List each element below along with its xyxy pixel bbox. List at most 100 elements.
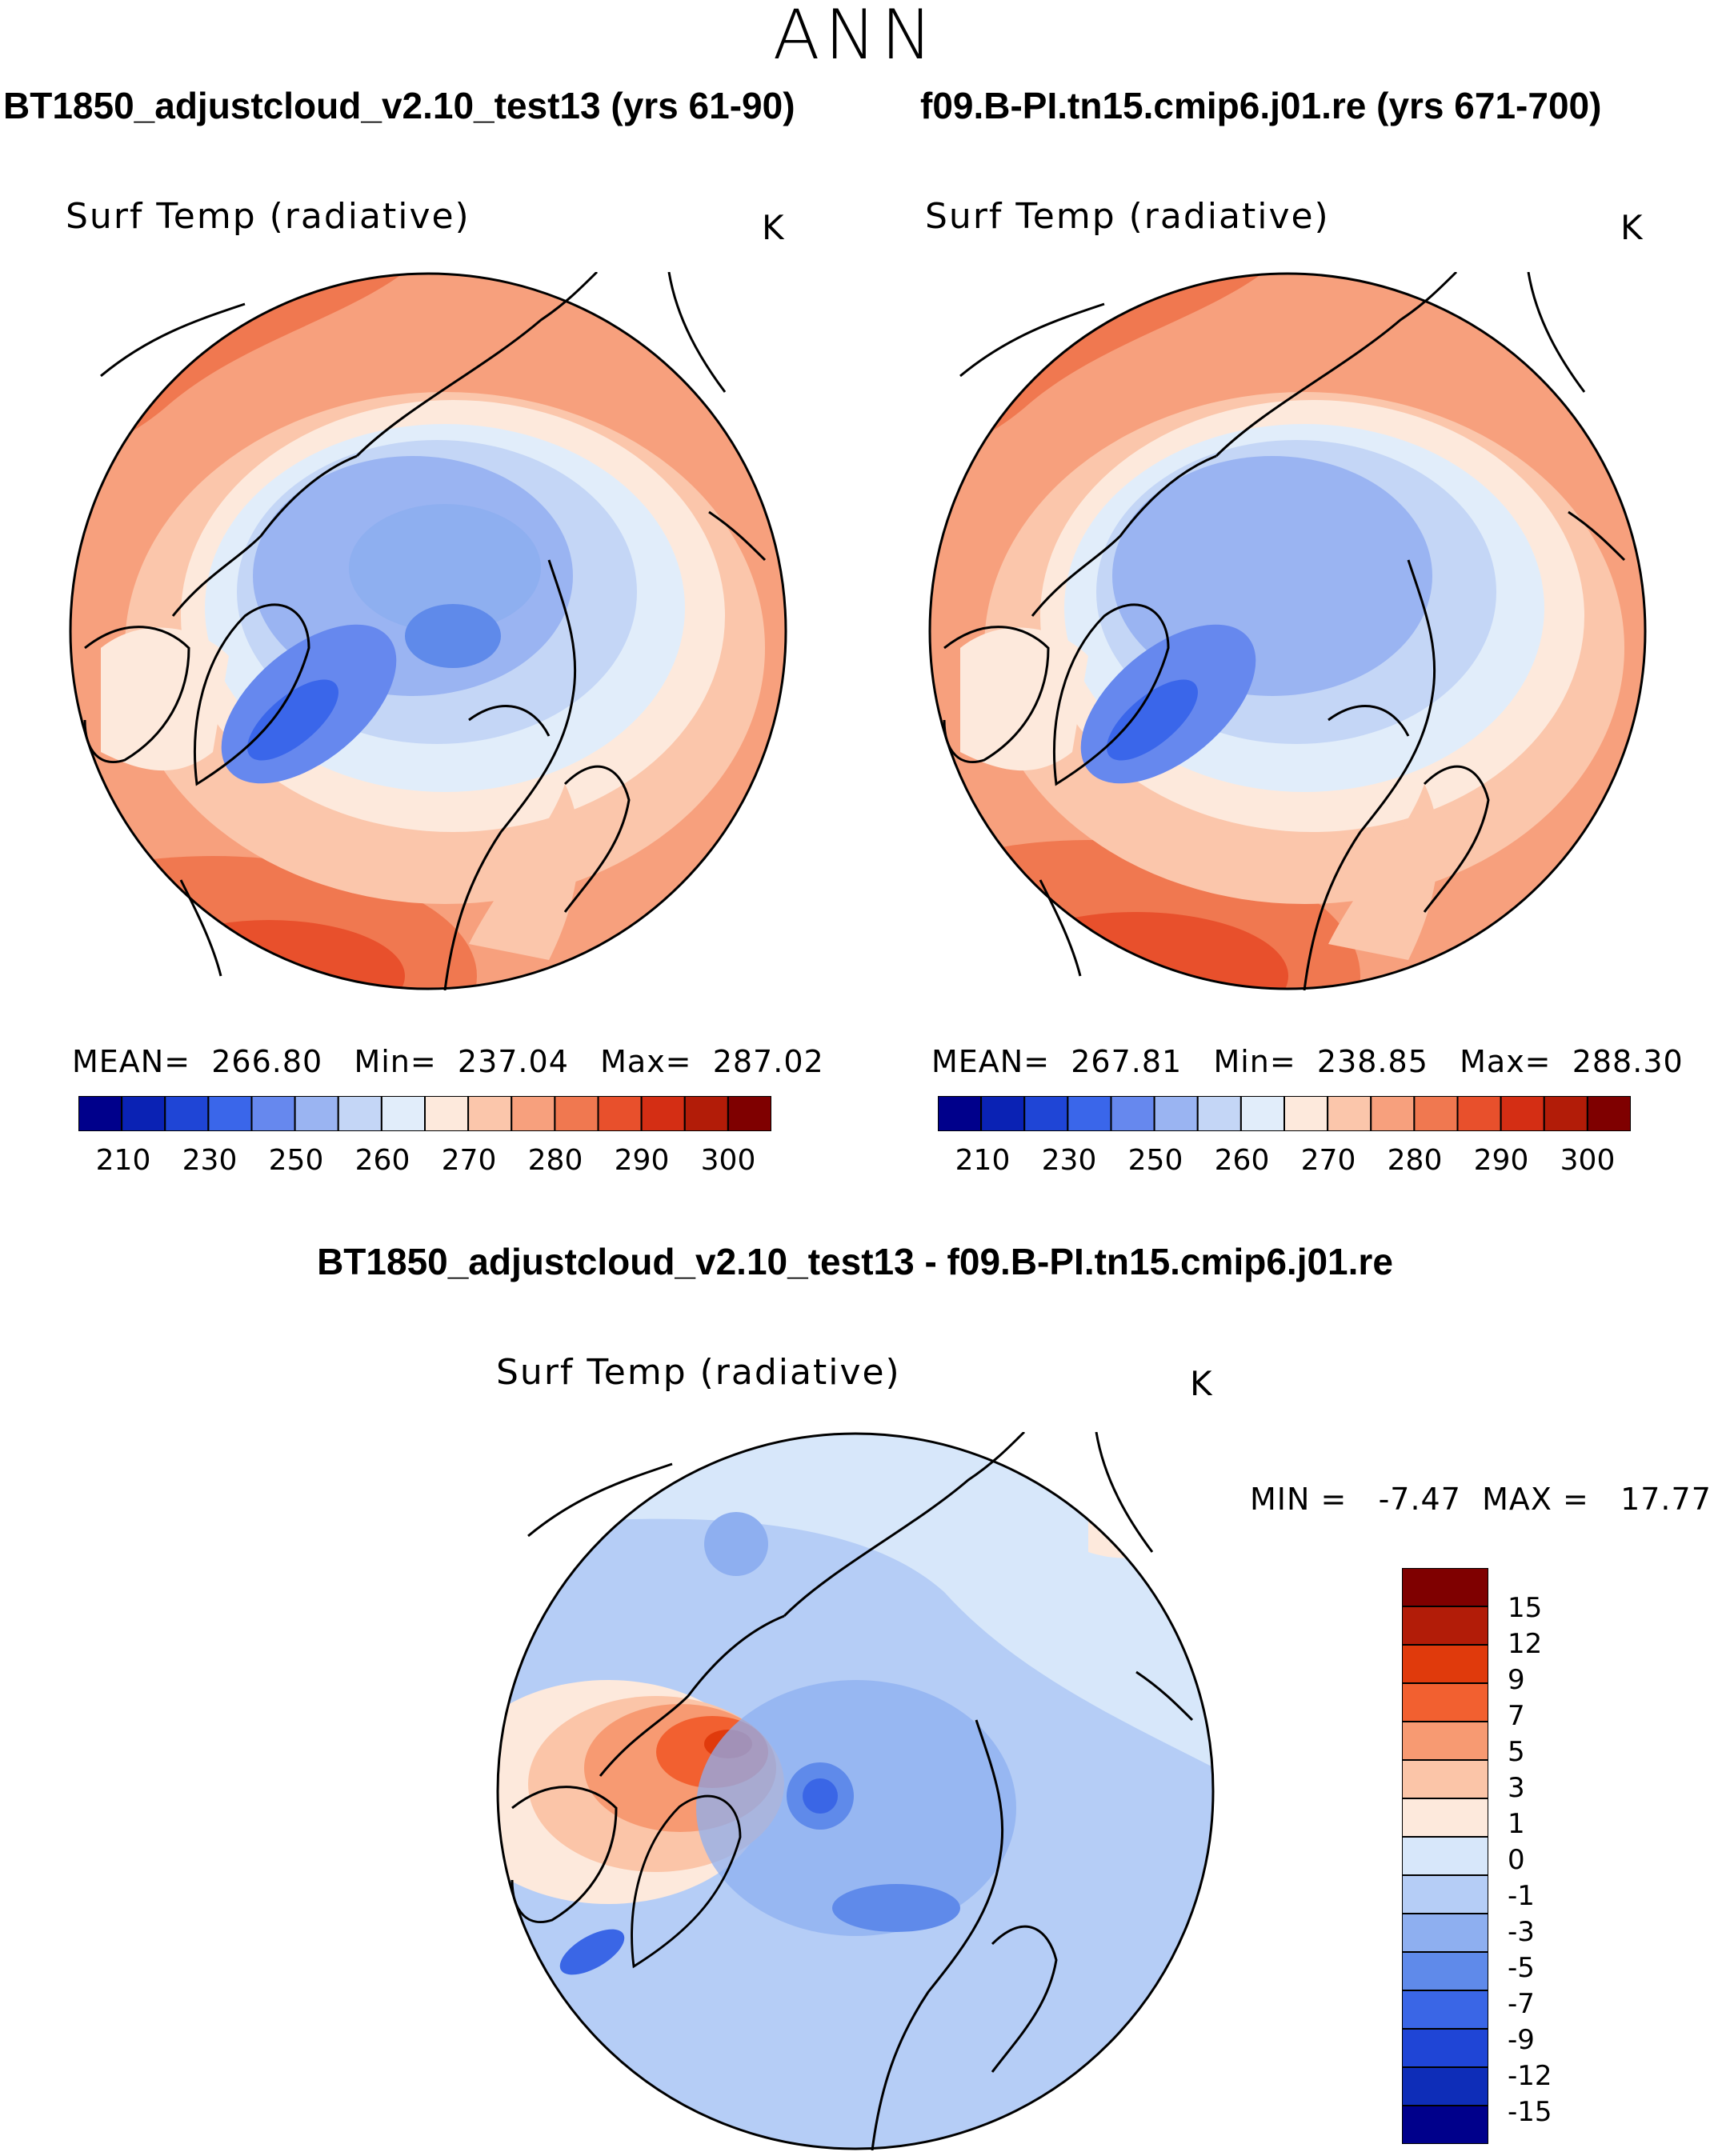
colorbar-diff-tick: -3 [1508,1916,1535,1948]
colorbar-diff-tick: 0 [1508,1844,1525,1876]
colorbar-swatch [1401,1836,1489,1876]
colorbar-left [78,1095,772,1132]
stats-right: MEAN= 267.81 Min= 238.85 Max= 288.30 [931,1044,1684,1079]
min-value-left: 237.04 [457,1044,569,1079]
colorbar-swatch [1401,1990,1489,2030]
mean-value-right: 267.81 [1071,1044,1183,1079]
colorbar-swatch [250,1095,296,1132]
diff-min-value: -7.47 [1378,1482,1461,1517]
colorbar-left-tick: 270 [441,1144,497,1177]
colorbar-swatch [121,1095,166,1132]
colorbar-swatch [1110,1095,1155,1132]
max-value-right: 288.30 [1572,1044,1684,1079]
max-label-right: Max= [1460,1044,1552,1079]
colorbar-swatch [337,1095,382,1132]
min-label-left: Min= [354,1044,437,1079]
colorbar-swatch [554,1095,599,1132]
colorbar-left-tick: 260 [354,1144,410,1177]
colorbar-swatch [1401,1644,1489,1684]
mean-label-right: MEAN= [931,1044,1051,1079]
colorbar-right-swatches [937,1095,1632,1132]
mean-label-left: MEAN= [72,1044,191,1079]
colorbar-swatch [1543,1095,1588,1132]
season-title: ANN [772,0,938,75]
colorbar-right-tick: 260 [1214,1144,1270,1177]
colorbar-swatch [1401,2066,1489,2106]
colorbar-swatch [1239,1095,1285,1132]
colorbar-left-tick: 250 [268,1144,324,1177]
min-label-right: Min= [1213,1044,1296,1079]
diff-max-label: MAX = [1482,1482,1589,1517]
colorbar-swatch [727,1095,772,1132]
colorbar-swatch [1067,1095,1112,1132]
colorbar-swatch [683,1095,729,1132]
colorbar-swatch [1284,1095,1329,1132]
colorbar-diff-tick: 9 [1508,1664,1525,1696]
colorbar-left-tick: 210 [95,1144,151,1177]
colorbar-right-tick: 250 [1127,1144,1183,1177]
colorbar-swatch [597,1095,643,1132]
colorbar-swatch [1401,1913,1489,1953]
colorbar-swatch [1401,1567,1489,1607]
colorbar-swatch [78,1095,123,1132]
colorbar-left-tick: 280 [527,1144,583,1177]
colorbar-right-tick: 210 [955,1144,1011,1177]
colorbar-swatch [207,1095,253,1132]
diff-min-label: MIN = [1250,1482,1348,1517]
stats-left: MEAN= 266.80 Min= 237.04 Max= 287.02 [72,1044,824,1079]
colorbar-diff-tick: -15 [1508,2096,1552,2128]
case-title-right: f09.B-PI.tn15.cmip6.j01.re (yrs 671-700) [920,85,1602,126]
colorbar-swatch [980,1095,1026,1132]
colorbar-swatch [1401,1682,1489,1722]
colorbar-diff-swatches [1401,1567,1489,2145]
colorbar-diff-tick: -5 [1508,1952,1535,1984]
colorbar-left-tick: 290 [614,1144,670,1177]
colorbar-swatch [1413,1095,1459,1132]
colorbar-diff-tick: 12 [1508,1628,1543,1660]
colorbar-right-tick: 300 [1560,1144,1616,1177]
polar-map-model-b [928,272,1647,990]
colorbar-right-tick: 230 [1041,1144,1097,1177]
colorbar-diff-tick: 1 [1508,1808,1525,1840]
diff-minmax: MIN = -7.47 MAX = 17.77 [1250,1482,1710,1517]
colorbar-diff-tick: -7 [1508,1988,1535,2020]
colorbar-swatch [164,1095,210,1132]
colorbar-swatch [937,1095,983,1132]
variable-title-left: Surf Temp (radiative) [66,196,471,237]
colorbar-right-tick: 280 [1387,1144,1443,1177]
variable-title-diff: Surf Temp (radiative) [496,1352,901,1393]
polar-map-model-a [69,272,787,990]
colorbar-left-tick: 230 [182,1144,238,1177]
colorbar-swatch [1401,2105,1489,2145]
colorbar-right-tick: 270 [1300,1144,1356,1177]
colorbar-diff-tick: -12 [1508,2060,1552,2092]
colorbar-swatch [467,1095,513,1132]
max-value-left: 287.02 [712,1044,824,1079]
colorbar-swatch [1401,1759,1489,1799]
colorbar-swatch [1586,1095,1632,1132]
colorbar-swatch [1401,1721,1489,1761]
colorbar-diff-tick: 7 [1508,1700,1525,1732]
colorbar-swatch [1327,1095,1372,1132]
polar-map-difference [496,1432,1215,2150]
colorbar-swatch [294,1095,339,1132]
units-right: K [1620,208,1643,247]
mean-value-left: 266.80 [211,1044,323,1079]
colorbar-swatch [1196,1095,1242,1132]
colorbar-diff-tick: -1 [1508,1880,1535,1912]
colorbar-swatch [640,1095,686,1132]
colorbar-diff [1401,1567,1489,2145]
units-left: K [762,208,784,247]
colorbar-swatch [1401,2028,1489,2068]
colorbar-diff-tick: 5 [1508,1736,1525,1768]
colorbar-swatch [424,1095,470,1132]
colorbar-swatch [1401,1874,1489,1914]
variable-title-right: Surf Temp (radiative) [925,196,1330,237]
max-label-left: Max= [600,1044,692,1079]
diff-max-value: 17.77 [1620,1482,1710,1517]
colorbar-swatch [1023,1095,1069,1132]
colorbar-swatch [1456,1095,1502,1132]
case-title-left: BT1850_adjustcloud_v2.10_test13 (yrs 61-… [3,85,795,126]
colorbar-diff-tick: 3 [1508,1772,1525,1804]
colorbar-swatch [380,1095,426,1132]
